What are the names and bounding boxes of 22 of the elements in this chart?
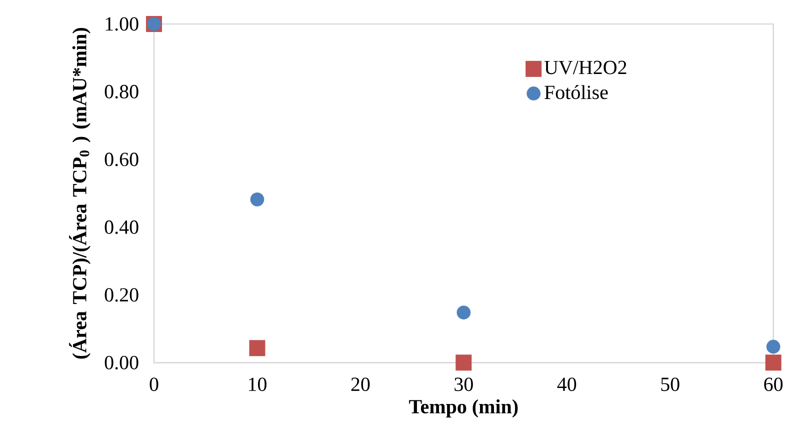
- legend-label: Fotólise: [544, 85, 608, 100]
- point: [765, 354, 782, 371]
- y-tick-label: 0.00: [104, 356, 138, 370]
- point: [250, 192, 264, 206]
- y-tick-label: 0.60: [104, 152, 138, 166]
- x-tick-label: 20: [351, 378, 370, 392]
- y-tick-label: 0.40: [104, 220, 138, 234]
- y-tick-label: 0.20: [104, 288, 138, 302]
- point: [456, 306, 471, 320]
- x-tick-label: 0: [150, 378, 158, 392]
- x-axis-title: Tempo (min): [409, 399, 518, 418]
- point: [456, 354, 472, 371]
- x-tick-label: 50: [661, 378, 680, 392]
- y-tick-label: 0.80: [104, 84, 138, 99]
- x-tick-label: 30: [454, 378, 473, 392]
- y-tick-label: 1.00: [106, 17, 138, 31]
- x-tick-label: 60: [764, 378, 783, 392]
- x-tick-label: 40: [557, 378, 576, 392]
- legend-label: UV/H2O2: [544, 60, 626, 74]
- y-axis-title: (Área TCP)/(Área TCP$_{0}$ ) (mAU*min): [69, 28, 90, 359]
- x-tick-label: 10: [248, 378, 266, 392]
- point: [249, 340, 266, 356]
